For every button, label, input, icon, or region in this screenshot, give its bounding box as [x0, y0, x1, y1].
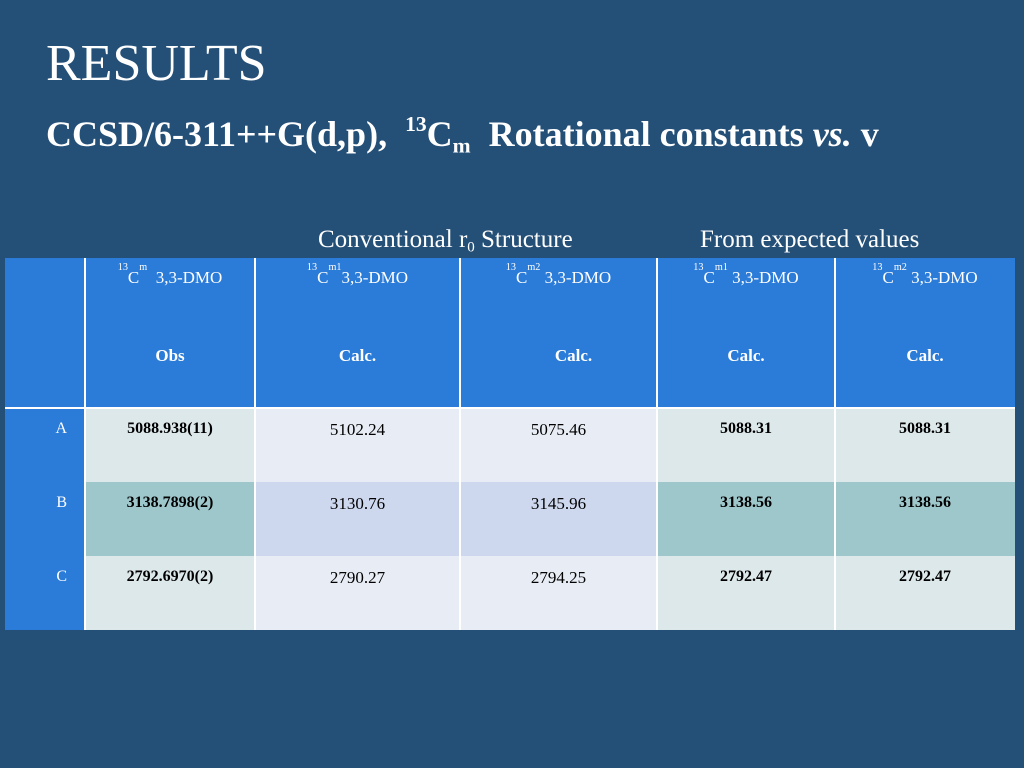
slide-subtitle: CCSD/6-311++G(d,p), 13Cm Rotational cons…	[46, 110, 879, 158]
group-main: Conventional r	[318, 226, 468, 253]
column-divider	[84, 258, 86, 630]
column-subheader: Obs	[155, 346, 185, 365]
subtitle-prefix: CCSD/6-311++G(d,p),	[46, 114, 388, 154]
table-cell: 3138.56	[657, 482, 835, 556]
subtitle-middle: Rotational constants	[488, 114, 804, 154]
table-cell: 3138.7898(2)	[85, 482, 255, 556]
group-main: From expected values	[700, 226, 920, 253]
table-cell: 2792.47	[657, 556, 835, 630]
table-cell: 2790.27	[255, 556, 460, 630]
subtitle-italic: vs.	[812, 114, 852, 154]
row-label: B	[5, 482, 85, 556]
header-rest: 3,3-DMO	[341, 268, 409, 287]
column-subheader: Calc.	[554, 346, 593, 365]
header-sub: m2	[893, 262, 907, 273]
header-sub: m2	[527, 262, 541, 273]
header-sub: m1	[714, 262, 728, 273]
row-label: A	[5, 408, 85, 482]
header-bg	[5, 258, 1015, 408]
table-cell: 5088.938(11)	[85, 408, 255, 482]
row-label: C	[5, 556, 85, 630]
group-sub: 0	[467, 239, 475, 256]
group-header: Conventional r0 Structure	[318, 225, 573, 255]
header-rest: 3,3-DMO	[540, 268, 612, 287]
header-main: C	[317, 268, 329, 287]
header-rest: 3,3-DMO	[147, 268, 223, 287]
column-subheader: Calc.	[906, 346, 944, 365]
column-divider	[254, 258, 256, 630]
subtitle-main: C	[426, 114, 453, 154]
table-cell: 3130.76	[255, 482, 460, 556]
table-cell: 5075.46	[460, 408, 657, 482]
table-cell: 5088.31	[835, 408, 1015, 482]
group-header: From expected values	[700, 225, 919, 255]
subtitle-sub: m	[452, 133, 471, 158]
header-rest: 3,3-DMO	[906, 268, 978, 287]
header-sub: m	[139, 262, 148, 273]
header-sup: 13	[505, 262, 516, 273]
header-sup: 13	[117, 262, 128, 273]
subtitle-sup: 13	[405, 111, 427, 136]
header-sub: m1	[328, 262, 342, 273]
header-main: C	[127, 268, 140, 287]
table-cell: 5102.24	[255, 408, 460, 482]
header-main: C	[515, 268, 528, 287]
column-divider	[656, 258, 658, 630]
column-divider	[834, 258, 836, 630]
group-rest: Structure	[474, 226, 573, 253]
table-cell: 5088.31	[657, 408, 835, 482]
table-cell: 3138.56	[835, 482, 1015, 556]
table-cell: 3145.96	[460, 482, 657, 556]
column-divider	[459, 258, 461, 630]
header-sup: 13	[306, 262, 318, 273]
slide-title: RESULTS	[46, 35, 267, 92]
table-cell: 2792.47	[835, 556, 1015, 630]
header-sup: 13	[872, 262, 883, 273]
subtitle-end: v	[860, 114, 879, 154]
header-sup: 13	[693, 262, 704, 273]
column-subheader: Calc.	[338, 346, 377, 365]
table-cell: 2794.25	[460, 556, 657, 630]
header-main: C	[882, 268, 894, 287]
table-cell: 2792.6970(2)	[85, 556, 255, 630]
header-divider	[5, 407, 1015, 409]
header-rest: 3,3-DMO	[727, 268, 799, 287]
header-main: C	[703, 268, 715, 287]
column-subheader: Calc.	[727, 346, 765, 365]
